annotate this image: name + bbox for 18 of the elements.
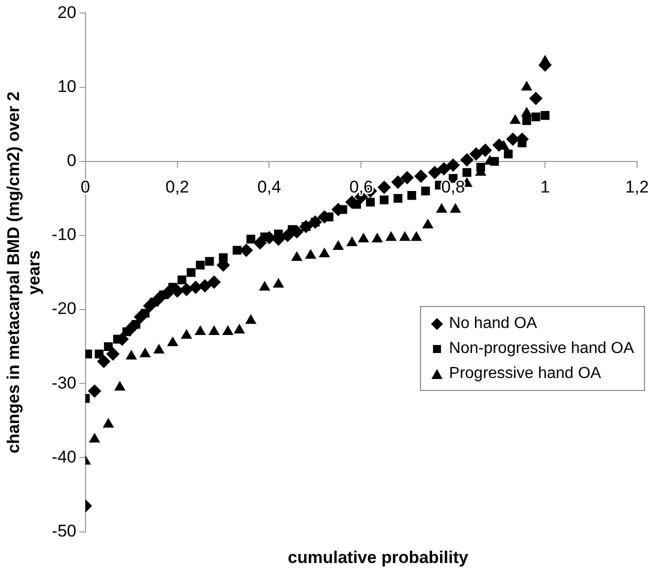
legend-label: No hand OA: [449, 314, 538, 332]
y-tick-label: -10: [52, 225, 76, 244]
legend-label: Progressive hand OA: [449, 364, 602, 382]
x-tick-label: 1,2: [625, 178, 649, 197]
y-tick-label: -50: [52, 521, 76, 540]
legend-label: Non-progressive hand OA: [449, 340, 634, 358]
y-tick-label: -40: [52, 447, 76, 466]
y-tick-label: 10: [57, 76, 76, 96]
x-tick-label: 1: [540, 178, 550, 197]
y-tick-label: -20: [52, 299, 76, 318]
y-axis-title: changes in metacarpal BMD (mg/cm2) over 2 years: [4, 92, 44, 454]
x-tick-label: 0: [80, 178, 90, 197]
x-tick-label: 0,2: [165, 178, 190, 197]
y-tick-label: 0: [66, 151, 76, 170]
y-tick-label: -30: [52, 373, 76, 392]
y-tick-label: 20: [57, 2, 76, 22]
x-tick-label: 0,4: [257, 178, 282, 197]
x-axis-title: cumulative probability: [286, 548, 470, 568]
